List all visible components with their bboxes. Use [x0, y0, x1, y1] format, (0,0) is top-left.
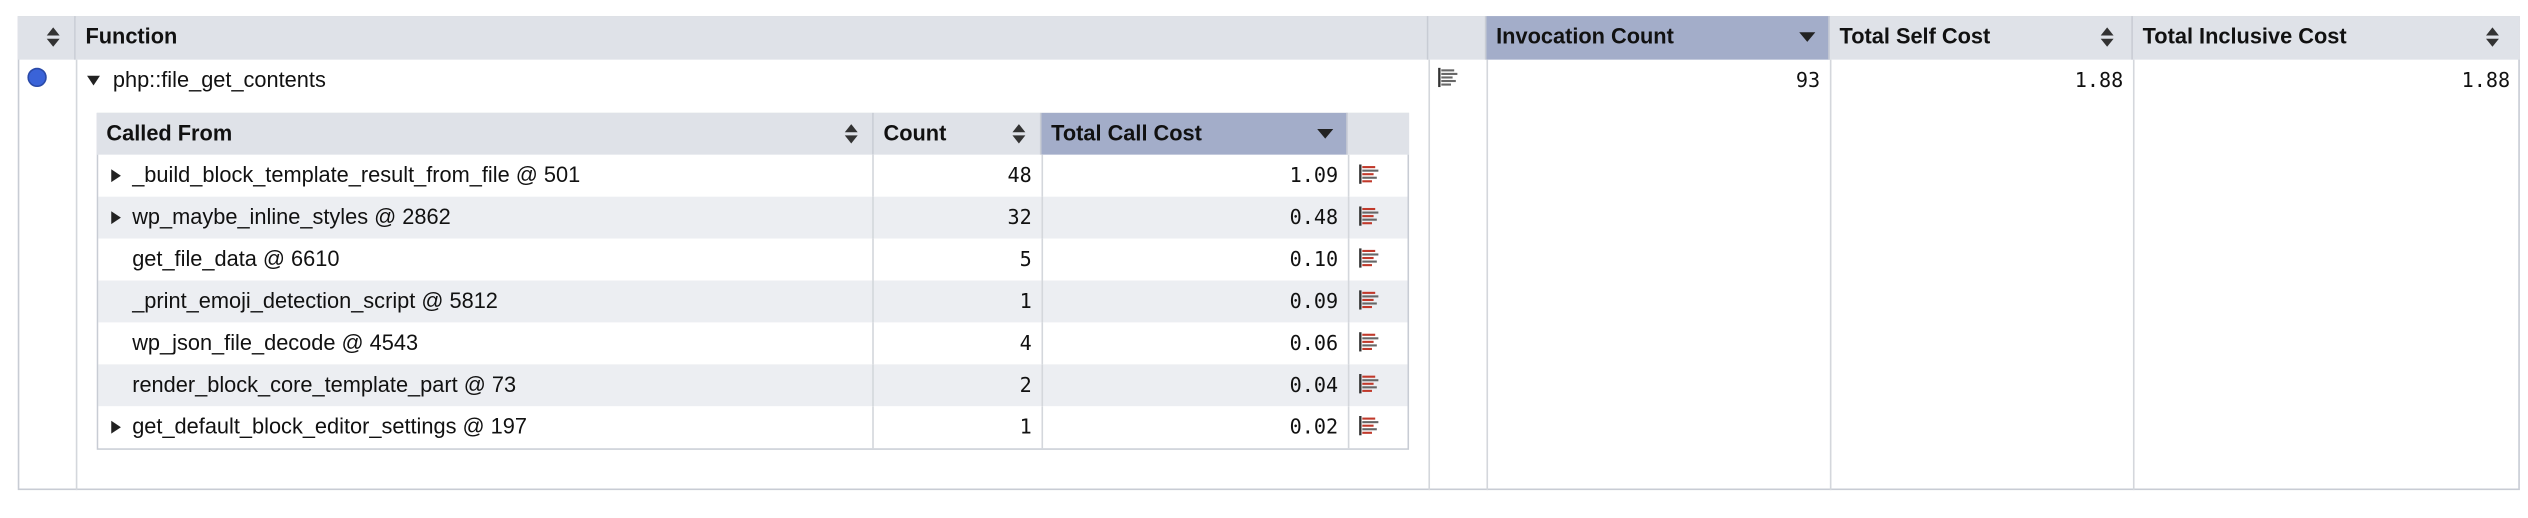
cell-divider — [872, 364, 874, 407]
call-cost: 0.02 — [1289, 414, 1339, 439]
header-blank — [1347, 112, 1410, 155]
call-cost: 0.09 — [1289, 288, 1339, 313]
sort-icon[interactable] — [1317, 124, 1334, 143]
inclusive-cost: 1.88 — [2461, 67, 2511, 92]
cell-divider — [872, 196, 874, 239]
caller-name[interactable]: get_file_data @ 6610 — [132, 246, 340, 271]
cell-divider — [1041, 364, 1044, 407]
col-divider — [1488, 59, 1832, 491]
call-cost: 1.09 — [1289, 162, 1339, 188]
row-bg — [98, 238, 1408, 281]
call-count: 1 — [1019, 414, 1032, 439]
sort-icon[interactable] — [2484, 27, 2500, 47]
row-bg — [98, 364, 1408, 407]
header-blank — [1428, 16, 1487, 60]
call-cost: 0.48 — [1289, 204, 1339, 229]
header-call-cost[interactable]: Total Call Cost — [1041, 112, 1348, 155]
cost-bar-icon[interactable] — [1359, 164, 1379, 185]
cell-divider — [1041, 154, 1044, 197]
cell-divider — [1041, 280, 1044, 323]
cost-bar-icon[interactable] — [1359, 374, 1379, 395]
header-label: Count — [883, 120, 947, 146]
cell-divider — [1041, 196, 1044, 239]
col-divider — [1831, 59, 2135, 491]
cost-bar-icon[interactable] — [1359, 332, 1379, 353]
cost-bar-icon[interactable] — [1359, 248, 1379, 269]
header-label: Total Self Cost — [1839, 24, 1991, 49]
call-cost: 0.04 — [1289, 372, 1339, 397]
header-label: Total Inclusive Cost — [2142, 24, 2347, 49]
header-label: Total Call Cost — [1051, 120, 1202, 146]
header-label: Invocation Count — [1496, 24, 1674, 49]
header-label: Function — [85, 24, 178, 49]
caller-name[interactable]: wp_maybe_inline_styles @ 2862 — [132, 204, 451, 229]
caller-name[interactable]: _build_block_template_result_from_file @… — [132, 162, 581, 188]
cell-divider — [872, 280, 874, 323]
cost-bar-icon[interactable] — [1359, 206, 1379, 227]
cost-bar-icon[interactable] — [1359, 415, 1379, 437]
row-bg — [98, 406, 1408, 449]
cell-divider — [872, 154, 874, 197]
header-invocation[interactable]: Invocation Count — [1486, 16, 1830, 60]
cell-divider — [1347, 322, 1350, 365]
sort-icon[interactable] — [45, 27, 61, 47]
cell-divider — [1347, 280, 1350, 323]
header-count[interactable]: Count — [873, 112, 1042, 155]
caller-name[interactable]: _print_emoji_detection_script @ 5812 — [132, 288, 498, 313]
call-count: 5 — [1019, 246, 1032, 271]
row-bg — [98, 322, 1408, 365]
sort-header[interactable] — [17, 16, 76, 60]
cell-divider — [872, 322, 874, 365]
invocation-count: 93 — [1795, 67, 1821, 92]
call-count: 48 — [1007, 162, 1032, 188]
row-bg — [98, 280, 1408, 323]
header-called-from[interactable]: Called From — [96, 112, 874, 155]
cost-bar-icon[interactable] — [1438, 67, 1458, 89]
cell-divider — [872, 238, 874, 281]
cell-divider — [872, 406, 874, 449]
call-count: 2 — [1019, 372, 1032, 397]
col-divider — [1430, 59, 1489, 491]
cell-divider — [1041, 238, 1044, 281]
sort-icon[interactable] — [1799, 27, 1816, 46]
call-count: 1 — [1019, 288, 1032, 313]
row-bg — [98, 154, 1408, 197]
col-divider — [77, 59, 1431, 491]
function-name[interactable]: php::file_get_contents — [112, 67, 326, 92]
call-cost: 0.06 — [1289, 330, 1339, 355]
caller-name[interactable]: wp_json_file_decode @ 4543 — [132, 330, 419, 355]
collapse-arrow[interactable] — [85, 74, 101, 87]
call-count: 4 — [1019, 330, 1032, 355]
cell-divider — [1347, 364, 1350, 407]
sort-icon[interactable] — [2099, 27, 2115, 47]
cell-divider — [1041, 406, 1044, 449]
cell-divider — [1041, 322, 1044, 365]
expand-arrow[interactable] — [110, 210, 123, 226]
cell-divider — [1347, 196, 1350, 239]
expand-arrow[interactable] — [110, 419, 123, 435]
row-bg — [98, 196, 1408, 239]
self-cost: 1.88 — [2074, 67, 2124, 92]
cost-bar-icon[interactable] — [1359, 290, 1379, 311]
col-divider — [18, 59, 78, 491]
sort-icon[interactable] — [843, 124, 859, 144]
cell-divider — [1347, 154, 1350, 197]
caller-name[interactable]: render_block_core_template_part @ 73 — [132, 372, 517, 397]
header-self[interactable]: Total Self Cost — [1829, 16, 2133, 60]
sort-icon[interactable] — [1011, 124, 1027, 144]
status-dot — [27, 67, 47, 88]
call-count: 32 — [1007, 204, 1032, 229]
caller-name[interactable]: get_default_block_editor_settings @ 197 — [132, 414, 527, 439]
cell-divider — [1347, 406, 1350, 449]
header-function[interactable]: Function — [75, 16, 1429, 60]
call-cost: 0.10 — [1289, 246, 1339, 271]
cell-divider — [1347, 238, 1350, 281]
header-label: Called From — [106, 120, 233, 146]
expand-arrow[interactable] — [110, 168, 123, 184]
header-inclusive[interactable]: Total Inclusive Cost — [2132, 16, 2520, 60]
